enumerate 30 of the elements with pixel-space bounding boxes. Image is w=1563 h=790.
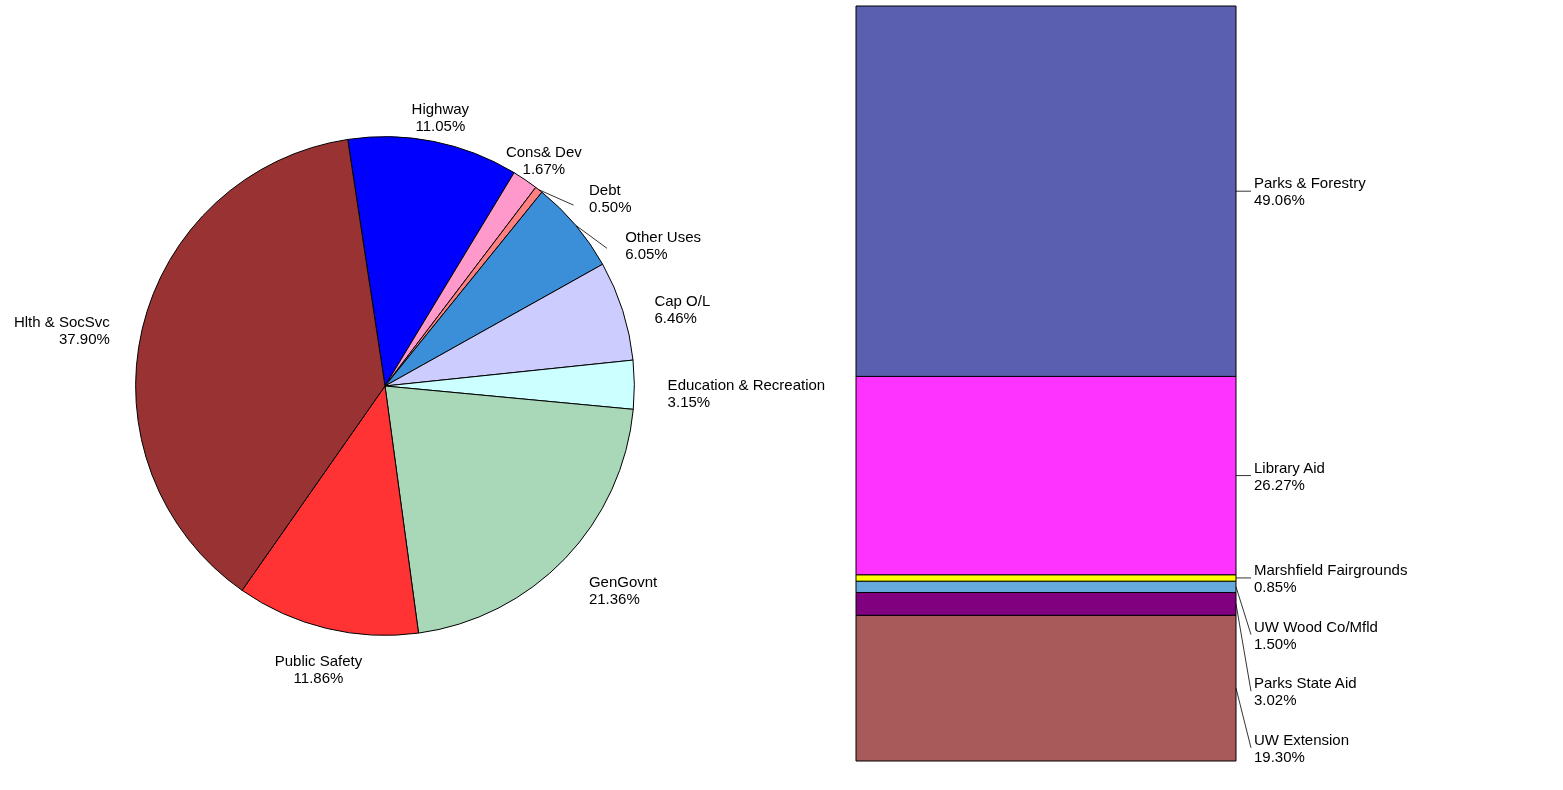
series-label: Parks & Forestry bbox=[1254, 174, 1367, 192]
slice-label: Cons& Dev bbox=[505, 143, 583, 161]
data-label: 11.05% bbox=[415, 116, 466, 134]
slice-label: Public Safety bbox=[274, 651, 363, 669]
data-label: 0.85% bbox=[1254, 577, 1297, 595]
slice-label: Cap O/L bbox=[654, 291, 711, 309]
data-label: 21.36% bbox=[588, 589, 640, 607]
data-label: 37.90% bbox=[58, 329, 110, 347]
data-label: 6.46% bbox=[654, 308, 697, 326]
legend-label: Other Uses bbox=[625, 228, 702, 246]
data-label: 26.27% bbox=[1254, 475, 1305, 493]
slice-label: Hlth & SocSvc bbox=[13, 312, 111, 330]
text: UW Wood Co/Mfld bbox=[1254, 617, 1378, 635]
text: Parks State Aid bbox=[1254, 674, 1357, 692]
slice-label: Education & Recreation bbox=[667, 375, 826, 393]
data-label: 1.50% bbox=[1254, 634, 1297, 652]
slice-label: Debt bbox=[588, 181, 622, 199]
data-label: 3.02% bbox=[1254, 691, 1297, 709]
data-label: 49.06% bbox=[1254, 191, 1305, 209]
slice-label: Highway bbox=[411, 99, 470, 117]
data-label: 0.50% bbox=[588, 198, 632, 216]
data-label: 1.67% bbox=[522, 160, 566, 178]
data-label: 19.30% bbox=[1254, 747, 1305, 765]
data-label: 6.05% bbox=[625, 245, 668, 263]
data-label: 3.15% bbox=[667, 392, 711, 410]
series-label: UW Extension bbox=[1254, 730, 1350, 748]
slice-label: GenGovnt bbox=[588, 572, 659, 590]
series-label: Marshfield Fairgrounds bbox=[1254, 560, 1408, 578]
data-label: 11.86% bbox=[293, 668, 344, 686]
series-label: Library Aid bbox=[1254, 458, 1325, 476]
